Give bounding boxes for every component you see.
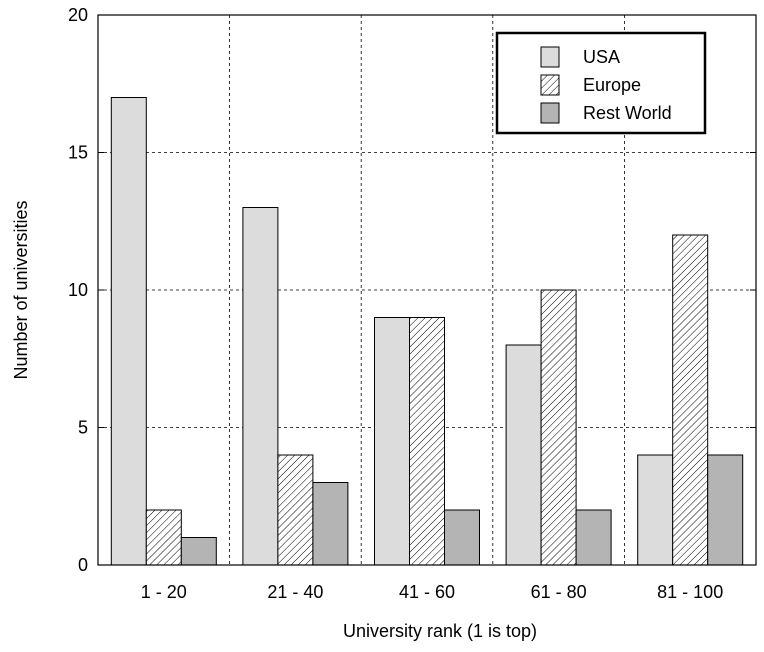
x-tick-label: 61 - 80: [531, 582, 587, 602]
y-tick-label: 10: [68, 280, 88, 300]
legend-swatch-europe: [540, 74, 560, 96]
bar-usa-3: [374, 317, 410, 566]
bar-europe-2: [277, 454, 314, 566]
bar-usa-2: [242, 207, 279, 566]
y-tick-label: 20: [68, 5, 88, 25]
legend-box: [495, 31, 707, 135]
legend-label: Rest World: [583, 103, 672, 123]
bar-rest-world-5: [707, 454, 744, 566]
x-tick-label: 1 - 20: [141, 582, 187, 602]
legend-swatch-rest-world: [540, 102, 560, 124]
x-tick-label: 41 - 60: [399, 582, 455, 602]
legend-swatch-usa: [540, 46, 560, 68]
legend: USA Europe Rest World: [495, 31, 707, 135]
x-axis-title: University rank (1 is top): [343, 621, 537, 641]
bar-europe-3: [409, 317, 445, 566]
bar-rest-world-2: [312, 482, 349, 566]
y-tick-label: 15: [68, 143, 88, 163]
bars: [110, 97, 744, 566]
y-tick-label: 5: [78, 418, 88, 438]
x-tick-label: 81 - 100: [657, 582, 723, 602]
x-tick-label: 21 - 40: [267, 582, 323, 602]
x-axis: 1 - 20 21 - 40 41 - 60 61 - 80 81 - 100: [141, 582, 723, 602]
legend-label: Europe: [583, 75, 641, 95]
bar-usa-1: [110, 97, 147, 566]
legend-label: USA: [583, 47, 620, 67]
bar-europe-4: [540, 289, 577, 566]
bar-rest-world-3: [444, 509, 480, 566]
y-axis: 0 5 10 15 20: [68, 5, 756, 575]
y-tick-label: 0: [78, 555, 88, 575]
bar-europe-1: [145, 509, 182, 566]
bar-usa-4: [505, 344, 542, 566]
bar-usa-5: [637, 454, 674, 566]
bar-rest-world-1: [180, 537, 217, 566]
bar-europe-5: [672, 234, 709, 566]
y-axis-title: Number of universities: [11, 200, 31, 379]
bar-rest-world-4: [575, 509, 612, 566]
